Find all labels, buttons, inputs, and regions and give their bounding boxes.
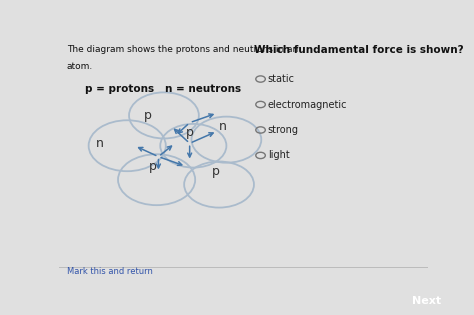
Text: n: n (96, 137, 104, 150)
Text: electromagnetic: electromagnetic (268, 100, 347, 110)
Text: The diagram shows the protons and neutrons in an: The diagram shows the protons and neutro… (66, 45, 298, 54)
Text: p: p (186, 126, 193, 139)
Text: p = protons   n = neutrons: p = protons n = neutrons (85, 84, 241, 94)
Text: light: light (268, 151, 290, 160)
Text: atom.: atom. (66, 62, 93, 71)
Text: Next: Next (412, 296, 441, 306)
Text: strong: strong (268, 125, 299, 135)
Text: static: static (268, 74, 295, 84)
Text: Which fundamental force is shown?: Which fundamental force is shown? (254, 45, 464, 55)
Text: Mark this and return: Mark this and return (66, 267, 153, 276)
Text: p: p (211, 165, 219, 178)
Text: p: p (144, 109, 151, 122)
Text: p: p (149, 160, 157, 173)
Text: n: n (219, 120, 227, 133)
